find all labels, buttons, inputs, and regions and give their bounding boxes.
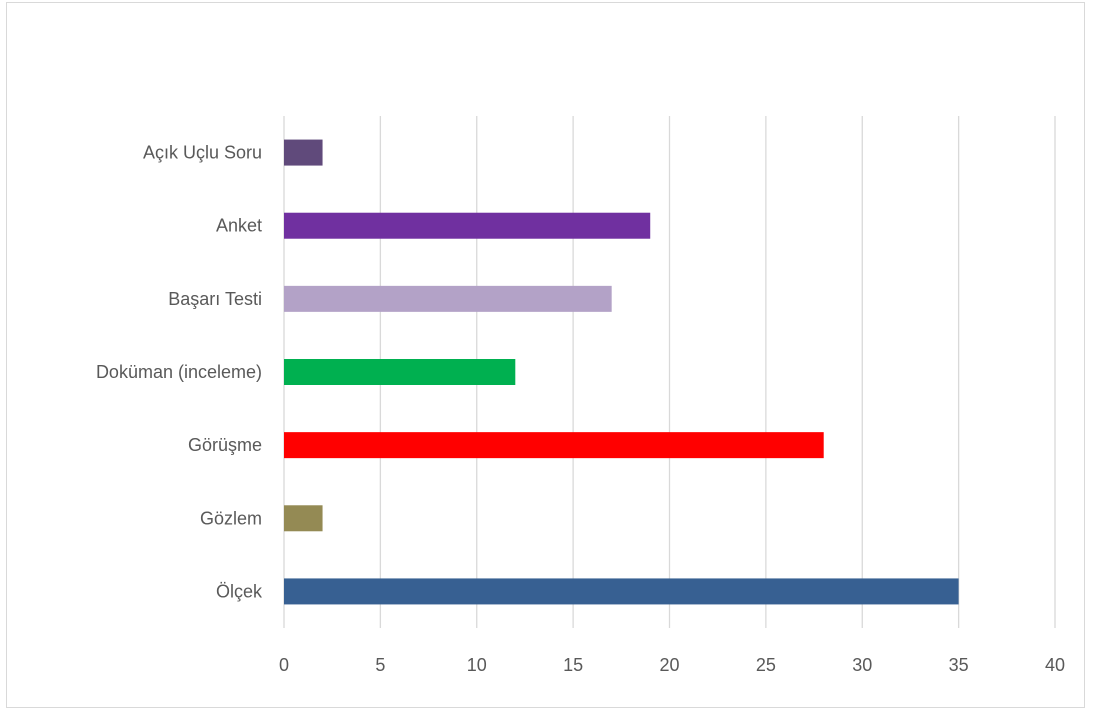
bar-3	[284, 359, 516, 385]
x-tick-label-30: 30	[852, 655, 872, 675]
bar-6	[284, 578, 959, 605]
x-tick-label-40: 40	[1045, 655, 1065, 675]
gridlines	[283, 116, 1056, 628]
category-label-3: Doküman (inceleme)	[96, 362, 262, 382]
x-tick-label-20: 20	[659, 655, 679, 675]
bar-4	[284, 432, 824, 459]
category-labels: Açık Uçlu Soru Anket Başarı Testi Doküman (…	[96, 143, 263, 602]
category-label-2: Başarı Testi	[168, 289, 262, 309]
bar-5	[284, 505, 323, 532]
category-label-4: Görüşme	[188, 435, 262, 455]
bar-2	[284, 285, 612, 312]
x-tick-labels: 0 5 10 15 20 25 30 35 40	[279, 655, 1065, 675]
bar-1	[284, 212, 651, 239]
category-label-5: Gözlem	[200, 508, 262, 528]
bars	[284, 139, 959, 605]
category-label-6: Ölçek	[216, 581, 263, 601]
x-tick-label-5: 5	[375, 655, 385, 675]
x-tick-label-10: 10	[467, 655, 487, 675]
category-label-0: Açık Uçlu Soru	[143, 143, 262, 163]
x-tick-label-35: 35	[949, 655, 969, 675]
x-tick-label-15: 15	[563, 655, 583, 675]
x-tick-label-25: 25	[756, 655, 776, 675]
x-tick-label-0: 0	[279, 655, 289, 675]
category-label-1: Anket	[216, 216, 262, 236]
bar-0	[284, 139, 323, 166]
